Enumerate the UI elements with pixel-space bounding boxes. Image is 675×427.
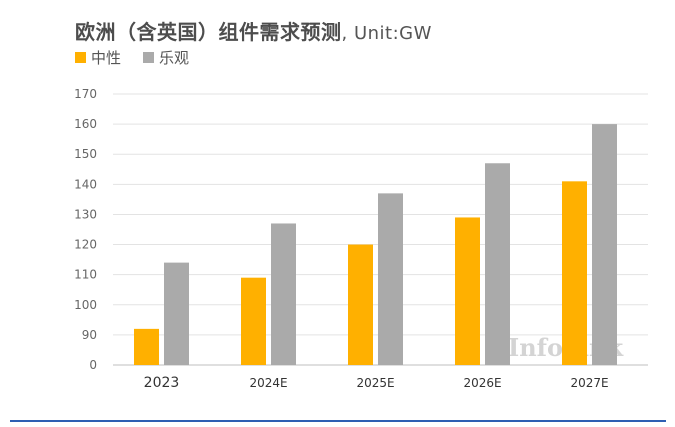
bar-neutral (455, 217, 480, 365)
chart-title-text: 欧洲（含英国）组件需求预测 (75, 20, 342, 44)
x-tick-label: 2025E (356, 376, 394, 390)
legend-label-neutral: 中性 (91, 49, 122, 67)
legend-swatch-optimistic (143, 52, 155, 63)
y-tick-label: 110 (74, 268, 97, 282)
legend-item-optimistic: 乐观 (143, 47, 189, 68)
legend-label-optimistic: 乐观 (159, 49, 190, 67)
legend-swatch-neutral (75, 52, 86, 63)
bar-neutral (562, 181, 587, 365)
x-tick-label: 2027E (570, 376, 608, 390)
bar-optimistic (271, 223, 296, 365)
bottom-divider (10, 420, 666, 422)
y-tick-label: 90 (82, 328, 97, 342)
y-tick-label: 130 (74, 207, 97, 221)
legend: 中性 乐观 (75, 47, 189, 68)
y-tick-label: 150 (74, 147, 97, 161)
bar-neutral (348, 244, 373, 365)
legend-item-neutral: 中性 (75, 47, 121, 68)
y-tick-label: 160 (74, 117, 97, 131)
y-tick-label: 170 (74, 87, 97, 101)
x-tick-label: 2023 (144, 375, 180, 391)
y-tick-label: 100 (74, 298, 97, 312)
y-tick-label: 120 (74, 238, 97, 252)
bar-neutral (134, 328, 159, 365)
bar-optimistic (378, 193, 403, 365)
chart-unit: , Unit:GW (341, 23, 432, 44)
bar-optimistic (592, 124, 617, 365)
y-tick-label: 0 (89, 358, 97, 372)
x-tick-label: 2024E (249, 376, 287, 390)
bar-optimistic (485, 163, 510, 365)
bar-neutral (241, 277, 266, 365)
bar-optimistic (164, 262, 189, 365)
chart-title: 欧洲（含英国）组件需求预测, Unit:GW (75, 16, 432, 45)
x-tick-label: 2026E (463, 376, 501, 390)
y-tick-label: 140 (74, 177, 97, 191)
